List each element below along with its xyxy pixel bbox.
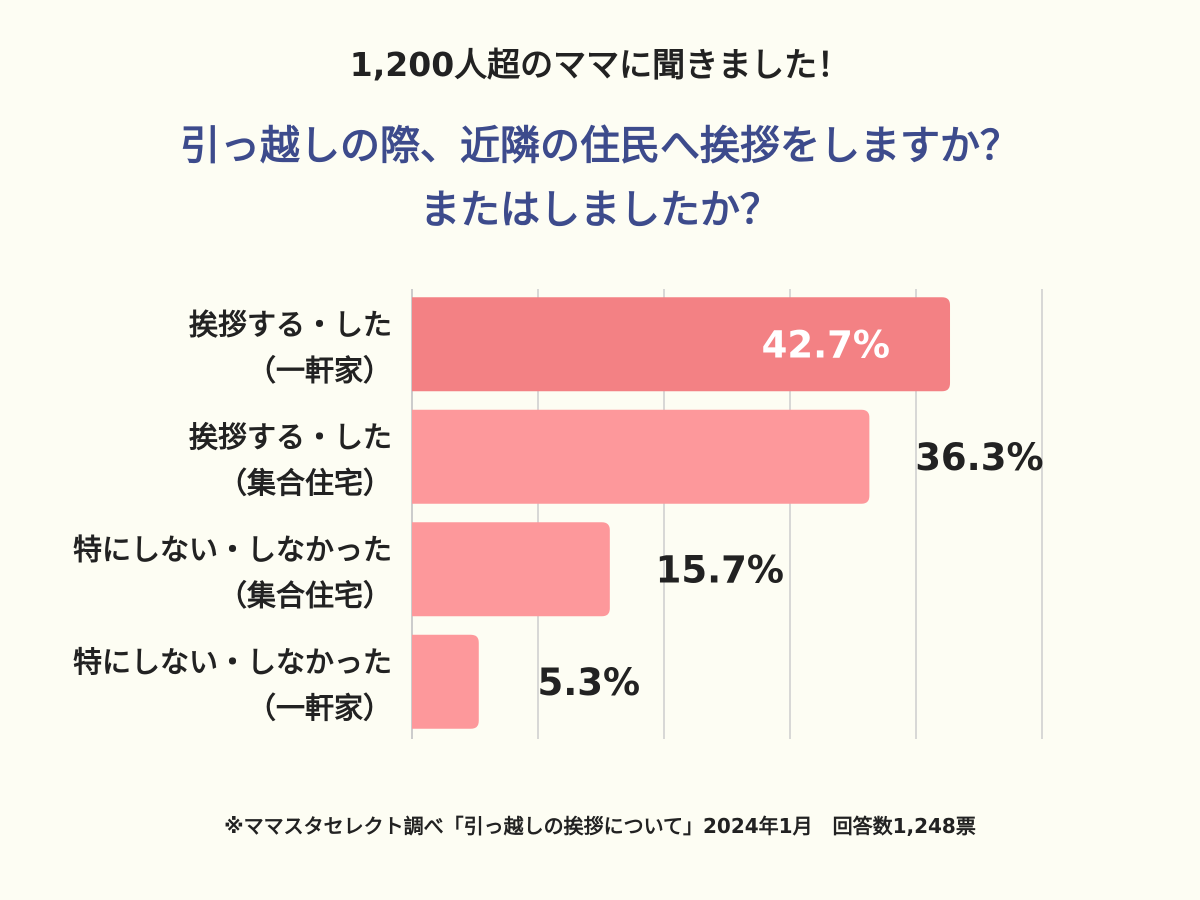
value-label: 5.3% bbox=[537, 661, 640, 704]
bars bbox=[412, 297, 951, 729]
value-labels: 42.7% 36.3% 15.7% 5.3% bbox=[537, 323, 1043, 704]
bar bbox=[412, 522, 610, 617]
chart-subtitle: 1,200人超のママに聞きました！ bbox=[349, 45, 851, 84]
chart-title-line-2: またはしましたか？ bbox=[420, 187, 780, 233]
chart-title: 引っ越しの際、近隣の住民へ挨拶をしますか？ またはしましたか？ bbox=[0, 114, 1200, 242]
category-label: 特にしない・しなかった bbox=[73, 532, 392, 566]
bar bbox=[412, 634, 479, 729]
category-label: （集合住宅） bbox=[218, 466, 392, 500]
bar bbox=[412, 297, 951, 392]
bar bbox=[412, 409, 870, 504]
value-label: 36.3% bbox=[915, 436, 1043, 479]
category-label: 挨拶する・した bbox=[189, 307, 392, 341]
category-label: （一軒家） bbox=[247, 353, 392, 387]
category-label: （一軒家） bbox=[247, 691, 392, 725]
value-label: 15.7% bbox=[656, 548, 784, 591]
value-label: 42.7% bbox=[762, 323, 890, 366]
chart-title-line-1: 引っ越しの際、近隣の住民へ挨拶をしますか？ bbox=[180, 123, 1020, 169]
category-labels: 挨拶する・した （一軒家） 挨拶する・した （集合住宅） 特にしない・しなかった （集合住… bbox=[73, 307, 392, 725]
category-label: （集合住宅） bbox=[218, 578, 392, 612]
footnote: ※ママスタセレクト調べ「引っ越しの挨拶について」2024年1月 回答数1,248… bbox=[224, 814, 976, 838]
category-label: 挨拶する・した bbox=[189, 420, 392, 454]
category-label: 特にしない・しなかった bbox=[73, 645, 392, 679]
